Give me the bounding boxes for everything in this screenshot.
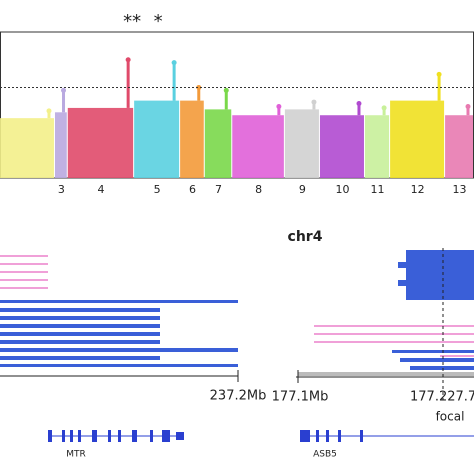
peak-point xyxy=(196,84,202,90)
chromosome-label: 4 xyxy=(97,183,104,196)
peak-point xyxy=(46,108,52,114)
chromosome-cloud xyxy=(67,107,134,178)
chromosome-cloud xyxy=(390,100,445,178)
peak-point xyxy=(276,103,282,109)
focal-label: focal xyxy=(436,410,465,424)
manhattan-plot: 3 4 5 6 7 8 9 10 11 12 13** * xyxy=(0,11,474,196)
chromosome-cloud xyxy=(284,109,319,178)
axis-label: 237.2Mb xyxy=(210,389,267,404)
chromosome-cloud xyxy=(319,115,364,178)
gene-label: ASB5 xyxy=(313,450,337,460)
peak-point xyxy=(125,57,131,63)
chromosome-cloud xyxy=(134,100,180,178)
chromosome-label: 12 xyxy=(411,183,425,196)
chromosome-cloud xyxy=(232,115,284,178)
peak-point xyxy=(223,87,229,93)
left-track xyxy=(0,255,239,442)
chromosome-cloud xyxy=(204,109,232,178)
chromosome-cloud xyxy=(54,112,67,178)
significance-star: ** xyxy=(123,11,141,32)
peak-point xyxy=(171,60,177,66)
chromosome-label: 10 xyxy=(335,183,349,196)
peak-point xyxy=(311,99,317,105)
chromosome-cloud xyxy=(445,115,473,178)
axis-label: 177.227.7 xyxy=(410,390,474,405)
chromosome-label: 11 xyxy=(371,183,385,196)
chromosome-label: 13 xyxy=(453,183,467,196)
right-track xyxy=(296,248,474,442)
chromosome-label: 6 xyxy=(189,183,196,196)
chromosome-cloud xyxy=(180,100,204,178)
axis-label: 177.1Mb xyxy=(272,390,329,405)
peak-point xyxy=(381,105,387,111)
chromosome-cloud xyxy=(364,115,390,178)
chromosome-label: 9 xyxy=(299,183,306,196)
peak-point xyxy=(436,71,442,77)
chromosome-label: 7 xyxy=(215,183,222,196)
significance-star: * xyxy=(154,11,163,32)
chromosome-cloud xyxy=(0,118,54,178)
peak-point xyxy=(61,87,67,93)
chromosome-label: 3 xyxy=(58,183,65,196)
peak-point xyxy=(356,101,362,107)
chromosome-label: 5 xyxy=(154,183,161,196)
chromosome-label: 8 xyxy=(255,183,262,196)
panel-title: chr4 xyxy=(288,229,323,245)
peak-point xyxy=(465,103,471,109)
gene-label: MTR xyxy=(66,450,86,460)
